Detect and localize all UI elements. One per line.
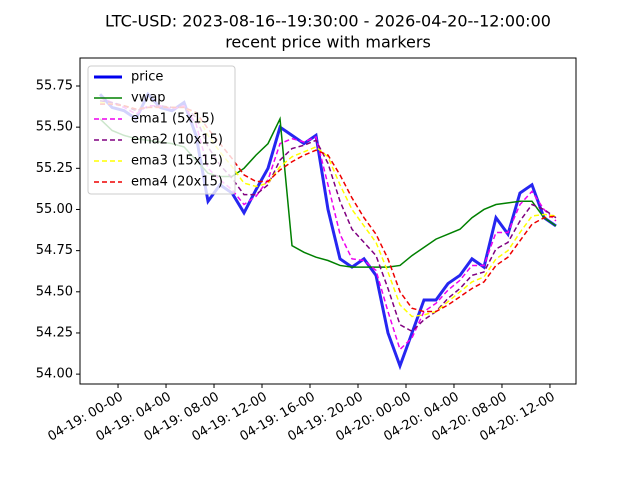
- chart-title: LTC-USD: 2023-08-16--19:30:00 - 2026-04-…: [105, 12, 551, 31]
- legend-label: ema4 (20x15): [131, 175, 223, 190]
- legend-box: [87, 65, 236, 195]
- y-tick-label: 54.25: [36, 325, 73, 340]
- y-tick-label: 54.50: [36, 284, 73, 299]
- y-tick-label: 55.75: [36, 78, 73, 93]
- y-tick-label: 55.25: [36, 161, 73, 176]
- legend-label: ema1 (5x15): [131, 112, 215, 127]
- plot-frame: [79, 57, 577, 385]
- legend-label: vwap: [131, 91, 166, 106]
- y-tick-label: 54.75: [36, 243, 73, 258]
- series-line: [99, 100, 557, 333]
- y-tick-label: 55.50: [36, 120, 73, 135]
- legend-label: ema3 (15x15): [131, 154, 223, 169]
- legend-label: ema2 (10x15): [131, 133, 223, 148]
- y-tick-label: 54.00: [36, 367, 73, 382]
- y-tick-label: 55.00: [36, 202, 73, 217]
- legend-label: price: [131, 70, 163, 85]
- chart-subtitle: recent price with markers: [225, 33, 431, 52]
